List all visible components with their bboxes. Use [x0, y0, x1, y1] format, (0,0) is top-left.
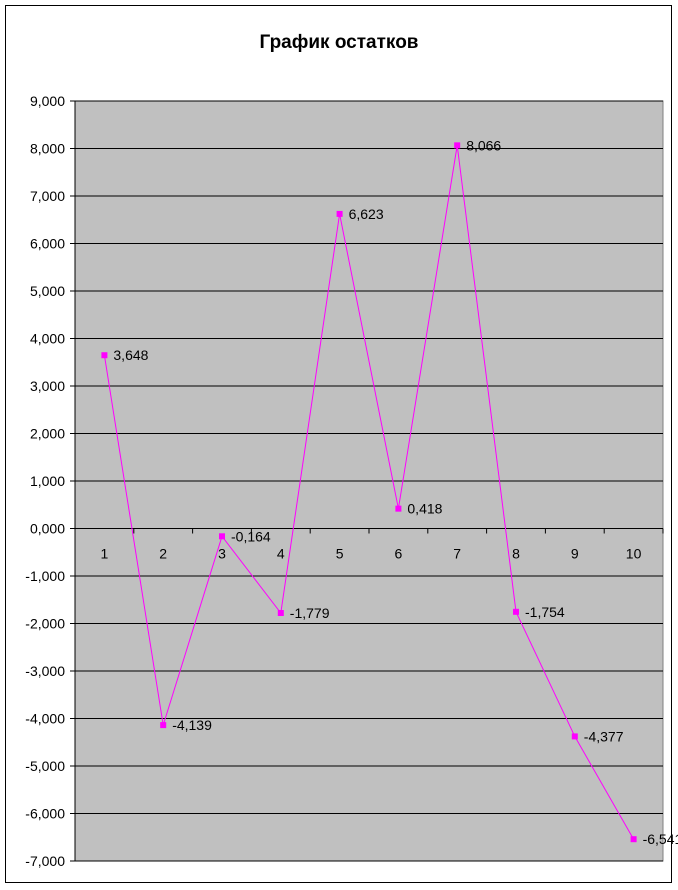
data-point: [219, 533, 225, 540]
x-tick-label: 9: [571, 546, 579, 562]
y-tick-label: 2,000: [30, 426, 65, 442]
y-tick-label: 0,000: [30, 521, 65, 537]
data-label: -1,754: [525, 604, 565, 620]
data-label: -4,139: [172, 717, 212, 733]
x-tick-label: 6: [395, 546, 403, 562]
x-tick-label: 3: [218, 546, 226, 562]
data-point: [513, 608, 519, 615]
data-point: [101, 352, 108, 359]
x-tick-label: 8: [512, 546, 520, 562]
y-tick-label: -6,000: [25, 806, 65, 822]
y-tick-label: -1,000: [25, 568, 65, 584]
series-line: [103, 145, 635, 840]
data-point: [277, 610, 284, 617]
data-point: [336, 210, 343, 217]
data-point: [160, 722, 167, 729]
y-tick-label: -2,000: [25, 616, 65, 632]
y-tick-label: 6,000: [30, 236, 65, 252]
y-tick-label: -5,000: [25, 758, 65, 774]
y-tick-label: -4,000: [25, 711, 65, 727]
data-label: 6,623: [349, 206, 384, 222]
data-label: -0,164: [231, 528, 271, 544]
data-label: 8,066: [466, 137, 501, 153]
data-label: -1,779: [290, 605, 330, 621]
y-tick-label: 5,000: [30, 283, 65, 299]
data-label: 3,648: [113, 347, 148, 363]
data-label: 0,418: [407, 501, 442, 517]
y-tick-label: 1,000: [30, 473, 65, 489]
y-tick-label: 3,000: [30, 378, 65, 394]
data-label: -6,541: [643, 831, 678, 847]
data-point: [571, 733, 578, 740]
x-tick-label: 10: [626, 546, 642, 562]
y-tick-label: 4,000: [30, 331, 65, 347]
x-tick-label: 4: [277, 546, 285, 562]
y-tick-label: 9,000: [30, 93, 65, 109]
data-point: [630, 836, 637, 843]
x-tick-label: 2: [159, 546, 167, 562]
y-tick-label: -3,000: [25, 663, 65, 679]
x-tick-label: 1: [101, 546, 109, 562]
x-tick-label: 5: [336, 546, 344, 562]
y-tick-label: -7,000: [25, 853, 65, 869]
data-point: [454, 142, 461, 149]
y-tick-label: 8,000: [30, 141, 65, 157]
x-tick-label: 7: [453, 546, 461, 562]
y-tick-label: 7,000: [30, 188, 65, 204]
data-label: -4,377: [584, 728, 624, 744]
chart-title: График остатков: [259, 32, 419, 53]
data-point: [395, 505, 402, 512]
